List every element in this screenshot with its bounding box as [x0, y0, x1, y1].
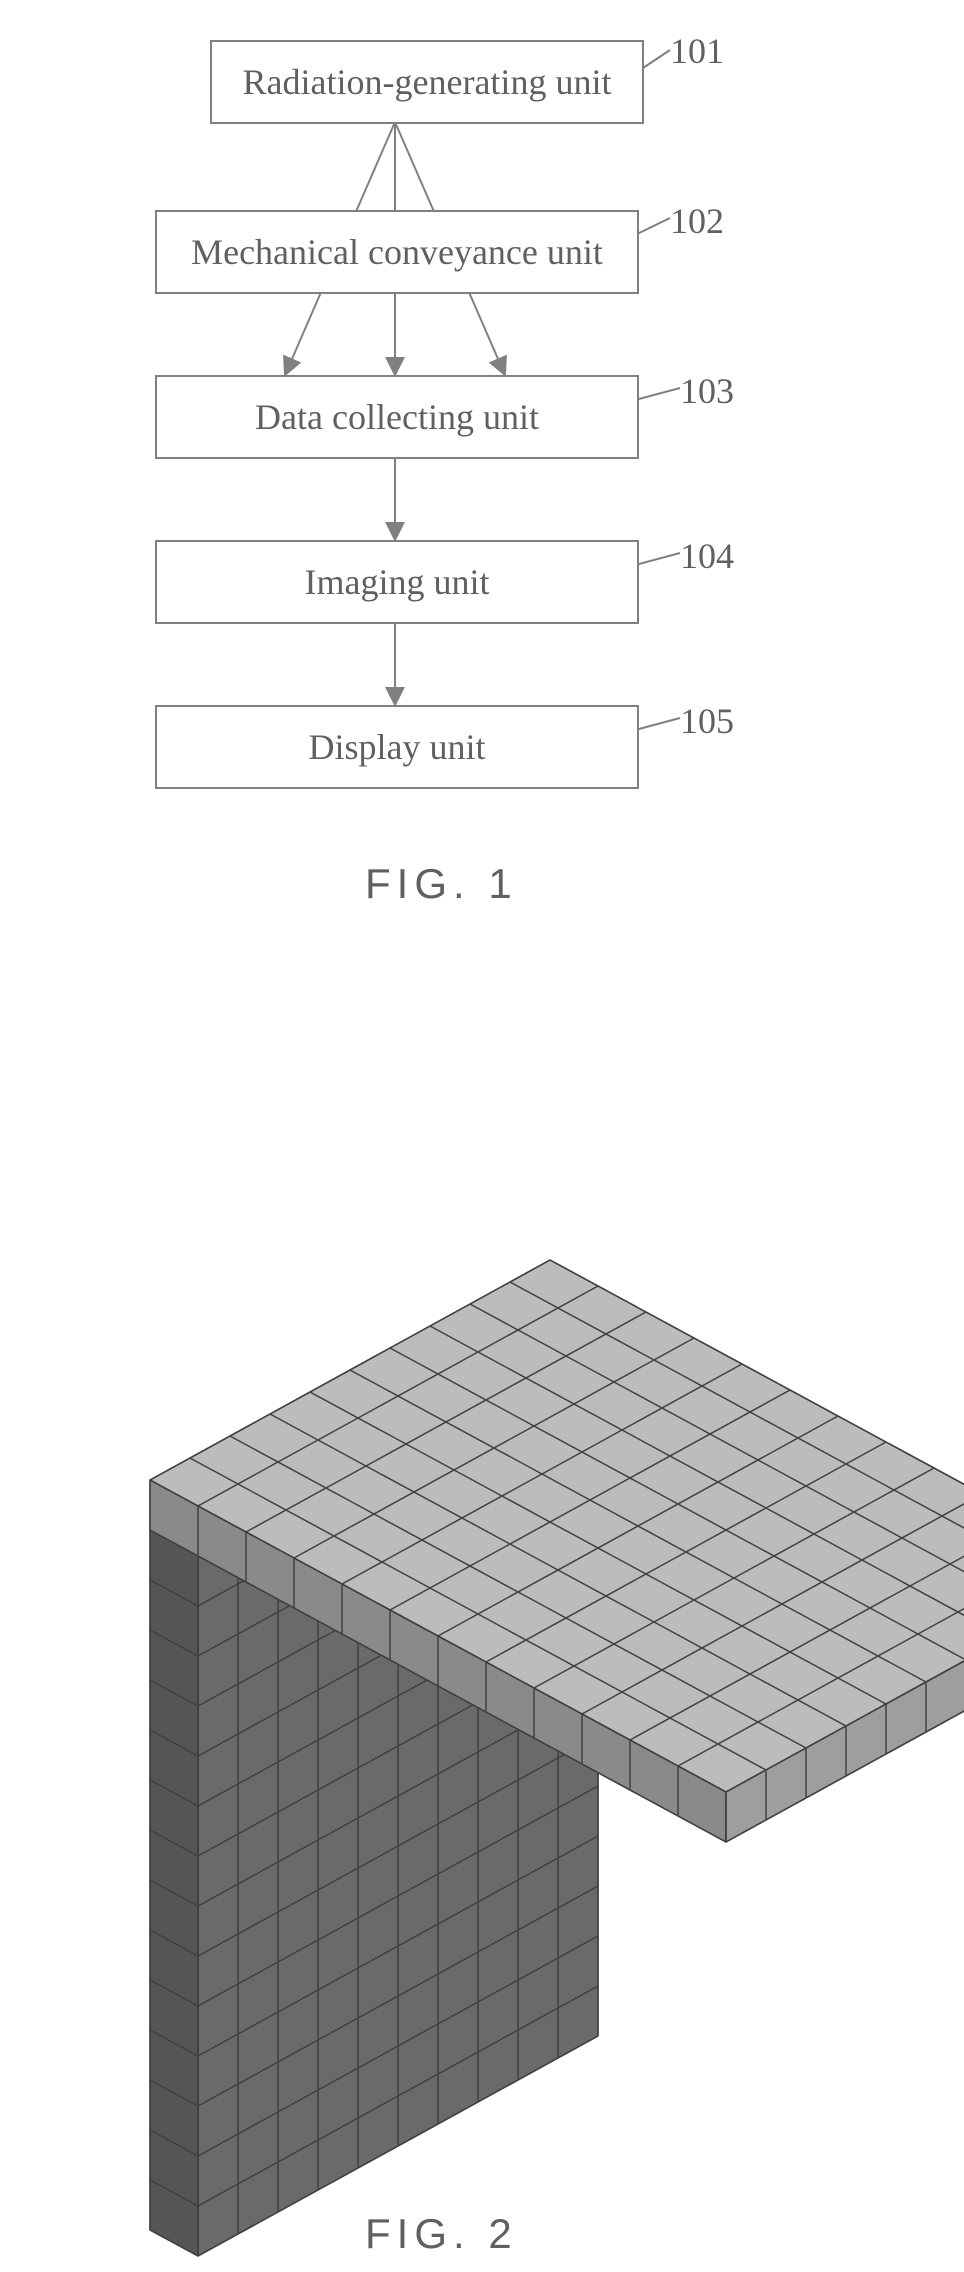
ref-104: 104	[680, 535, 734, 577]
block-b103: Data collecting unit	[155, 375, 639, 459]
fig2-scene	[0, 920, 964, 2272]
block-b101: Radiation-generating unit	[210, 40, 644, 124]
fig1-caption: FIG. 1	[365, 860, 518, 908]
fig2-diagram: FIG. 2	[0, 920, 964, 2272]
fig1-diagram: Radiation-generating unit 101 Mechanical c…	[0, 0, 964, 920]
block-b102: Mechanical conveyance unit	[155, 210, 639, 294]
page: Radiation-generating unit 101 Mechanical c…	[0, 0, 964, 2272]
ref-105: 105	[680, 700, 734, 742]
fig2-caption: FIG. 2	[365, 2210, 518, 2258]
block-b104: Imaging unit	[155, 540, 639, 624]
ref-101: 101	[670, 30, 724, 72]
ref-103: 103	[680, 370, 734, 412]
ref-102: 102	[670, 200, 724, 242]
block-b105: Display unit	[155, 705, 639, 789]
